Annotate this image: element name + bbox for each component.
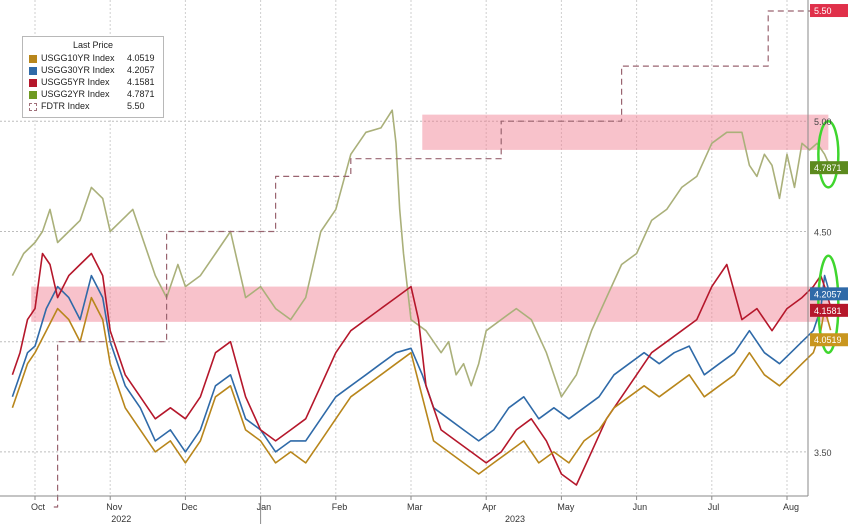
last-value-tag: 4.1581: [810, 303, 848, 317]
last-value-tag: 4.7871: [810, 161, 848, 175]
x-tick-label: Jun: [633, 502, 648, 512]
legend-swatch: [29, 55, 37, 63]
last-value-tag: 4.0519: [810, 333, 848, 347]
x-tick-label: May: [557, 502, 575, 512]
legend-title: Last Price: [72, 40, 114, 50]
highlight-band: [422, 114, 829, 150]
y-tick-label: 5.00: [814, 117, 832, 127]
last-value-label: 4.7871: [814, 163, 842, 173]
series-line-usgg10yr-index: [11, 296, 832, 475]
highlight-bands: [31, 114, 829, 322]
x-tick-label: Dec: [181, 502, 198, 512]
last-value-label: 4.0519: [814, 335, 842, 345]
last-value-label: 5.50: [814, 6, 832, 16]
x-year-label: 2023: [505, 514, 525, 524]
last-value-label: 4.2057: [814, 289, 842, 299]
x-tick-label: Aug: [783, 502, 799, 512]
series-line-usgg30yr-index: [11, 274, 832, 453]
x-tick-label: Nov: [106, 502, 123, 512]
x-tick-label: Jul: [708, 502, 720, 512]
legend-swatch: [29, 67, 37, 75]
legend: Last Price USGG10YR Index 4.0519 USGG30YR …: [22, 36, 164, 118]
x-tick-label: Jan: [257, 502, 272, 512]
last-value-bg: [810, 161, 848, 175]
legend-item-name: USGG5YR Index: [41, 77, 110, 87]
series-line-usgg2yr-index: [11, 109, 832, 398]
last-value-tag: 4.2057: [810, 287, 848, 301]
legend-item-name: USGG30YR Index: [41, 65, 115, 75]
legend-swatch: [29, 103, 37, 111]
last-value-bg: [810, 333, 848, 347]
legend-swatch: [29, 79, 37, 87]
x-year-label: 2022: [111, 514, 131, 524]
last-value-bg: [810, 287, 848, 301]
legend-item-value: 4.2057: [127, 65, 155, 75]
legend-item-value: 4.0519: [127, 53, 155, 63]
legend-swatch: [29, 91, 37, 99]
x-tick-label: Mar: [407, 502, 423, 512]
x-tick-label: Oct: [31, 502, 46, 512]
grid: [0, 0, 808, 496]
series-line-usgg5yr-index: [11, 252, 832, 486]
last-value-labels: 5.50 4.7871 4.2057 4.1581 4.0519: [810, 4, 848, 347]
x-tick-label: Apr: [482, 502, 496, 512]
legend-item-value: 4.7871: [127, 89, 155, 99]
y-tick-label: 4.50: [814, 227, 832, 237]
legend-item-name: FDTR Index: [41, 101, 90, 111]
last-value-tag: 5.50: [810, 4, 848, 18]
highlight-ellipse: [817, 119, 840, 189]
last-value-bg: [810, 4, 848, 18]
y-tick-label: 3.50: [814, 448, 832, 458]
legend-item-name: USGG2YR Index: [41, 89, 110, 99]
x-tick-label: Feb: [332, 502, 348, 512]
axes: 3.504.004.505.00OctNovDecJanFebMarAprMay…: [0, 0, 832, 524]
last-value-label: 4.1581: [814, 306, 842, 316]
legend-item-name: USGG10YR Index: [41, 53, 115, 63]
legend-item-value: 4.1581: [127, 77, 155, 87]
last-value-bg: [810, 303, 848, 317]
legend-item-value: 5.50: [127, 101, 145, 111]
series-line-fdtr-index: [53, 10, 833, 508]
series-lines: [11, 10, 833, 508]
